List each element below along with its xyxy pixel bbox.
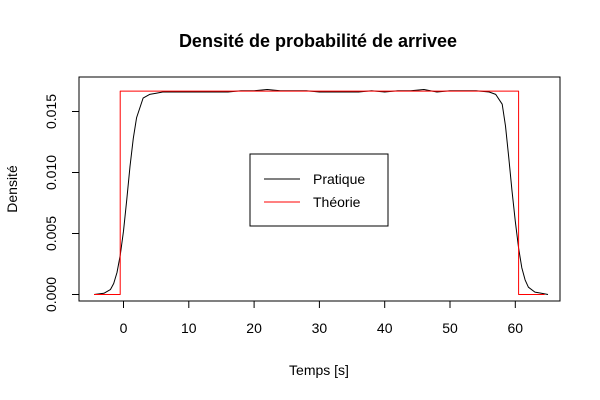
legend-label-pratique: Pratique xyxy=(313,171,365,187)
y-axis-label: Densité xyxy=(4,165,20,213)
x-tick-label: 10 xyxy=(181,320,197,336)
x-tick-label: 50 xyxy=(442,320,458,336)
legend-label-theorie: Théorie xyxy=(313,194,361,210)
legend-box xyxy=(249,153,389,227)
x-axis: 0 10 20 30 40 50 60 xyxy=(120,300,524,336)
y-tick-label: 0.010 xyxy=(43,155,59,190)
x-tick-label: 30 xyxy=(312,320,328,336)
x-tick-label: 40 xyxy=(377,320,393,336)
y-tick-label: 0.000 xyxy=(43,277,59,312)
y-axis: 0.000 0.005 0.010 0.015 xyxy=(43,94,80,312)
y-tick-label: 0.015 xyxy=(43,94,59,129)
series-layer xyxy=(94,89,549,295)
x-axis-label: Temps [s] xyxy=(289,362,349,378)
x-tick-label: 20 xyxy=(246,320,262,336)
x-tick-label: 60 xyxy=(508,320,524,336)
x-tick-label: 0 xyxy=(120,320,128,336)
series-line-theorie xyxy=(94,90,545,295)
legend: Pratique Théorie xyxy=(249,153,389,227)
chart-title: Densité de probabilité de arrivee xyxy=(179,31,457,51)
y-tick-label: 0.005 xyxy=(43,216,59,251)
